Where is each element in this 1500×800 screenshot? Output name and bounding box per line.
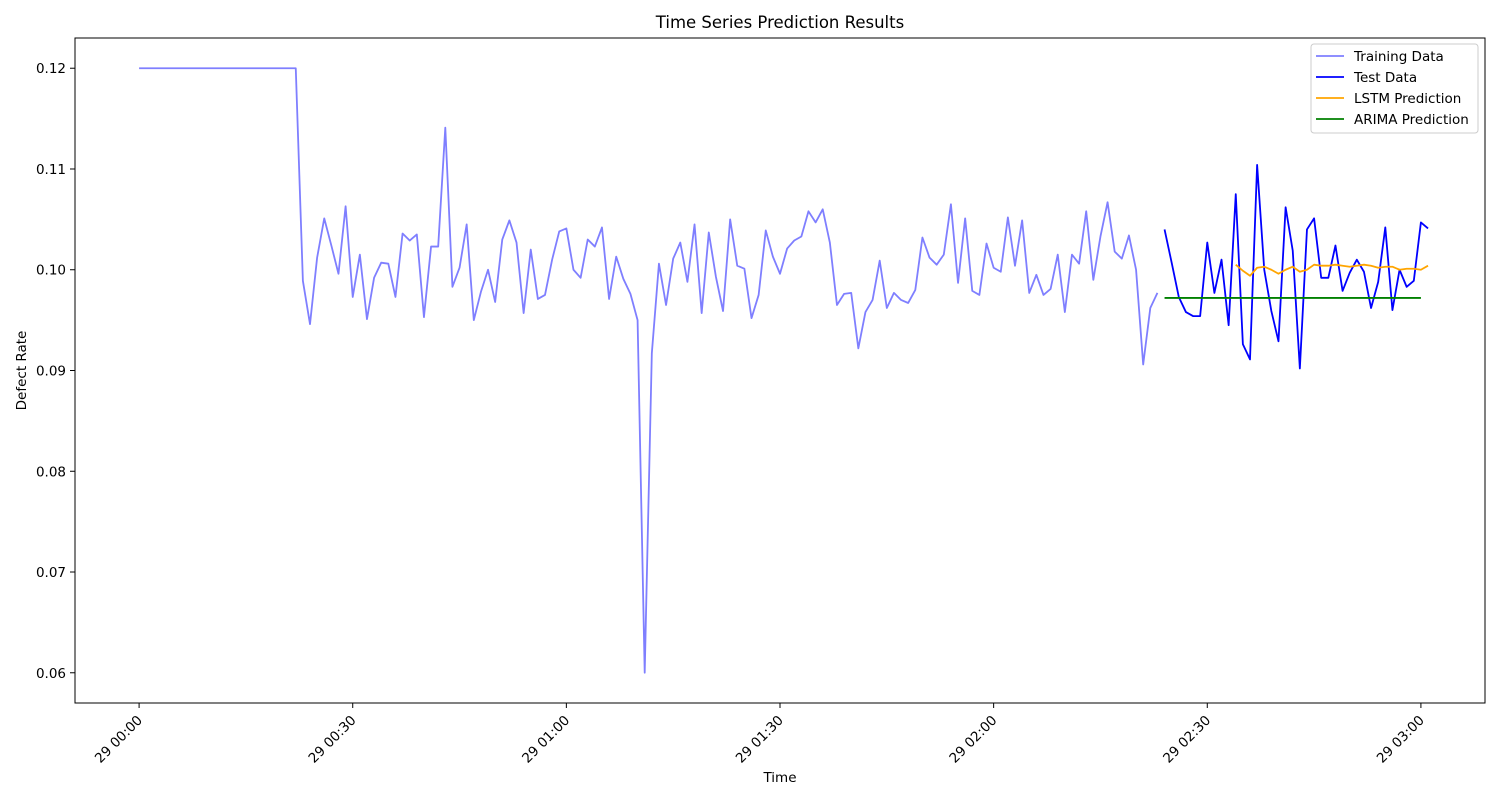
y-tick-label: 0.07 (36, 565, 66, 581)
legend-box (1310, 43, 1479, 134)
chart-title: Time Series Prediction Results (655, 13, 904, 32)
x-tick-label: 29 01:00 (519, 713, 573, 767)
plot-area (74, 37, 1486, 704)
x-tick-label: 29 00:30 (306, 713, 360, 767)
legend-label-3: ARIMA Prediction (1354, 112, 1469, 128)
x-tick-label: 29 02:30 (1160, 713, 1214, 767)
x-axis-label: Time (762, 770, 796, 786)
series-line-1 (1163, 164, 1429, 370)
legend: Training Data Test Data LSTM Prediction ARI… (1310, 43, 1479, 134)
y-tick-label: 0.06 (36, 666, 66, 682)
y-tick-label: 0.10 (36, 263, 66, 279)
series-layer (139, 67, 1429, 674)
y-tick-label: 0.08 (36, 464, 66, 480)
legend-label-1: Test Data (1353, 70, 1417, 86)
x-axis: 29 00:00 29 00:30 29 01:00 29 01:30 29 02:00… (92, 703, 1428, 767)
legend-label-0: Training Data (1353, 49, 1444, 65)
y-tick-label: 0.11 (36, 162, 66, 178)
x-tick-label: 29 03:00 (1374, 713, 1428, 767)
y-tick-label: 0.09 (36, 364, 66, 380)
x-tick-label: 29 02:00 (946, 713, 1000, 767)
y-tick-label: 0.12 (36, 61, 66, 77)
series-line-2 (1235, 263, 1429, 277)
x-tick-label: 29 00:00 (92, 713, 146, 767)
series-line-0 (139, 67, 1159, 674)
y-axis-label: Defect Rate (14, 331, 30, 411)
legend-label-2: LSTM Prediction (1354, 91, 1461, 107)
axes-frame (74, 37, 1486, 704)
y-axis: 0.06 0.07 0.08 0.09 0.10 0.11 0.12 (36, 61, 75, 682)
x-tick-label: 29 01:30 (733, 713, 787, 767)
